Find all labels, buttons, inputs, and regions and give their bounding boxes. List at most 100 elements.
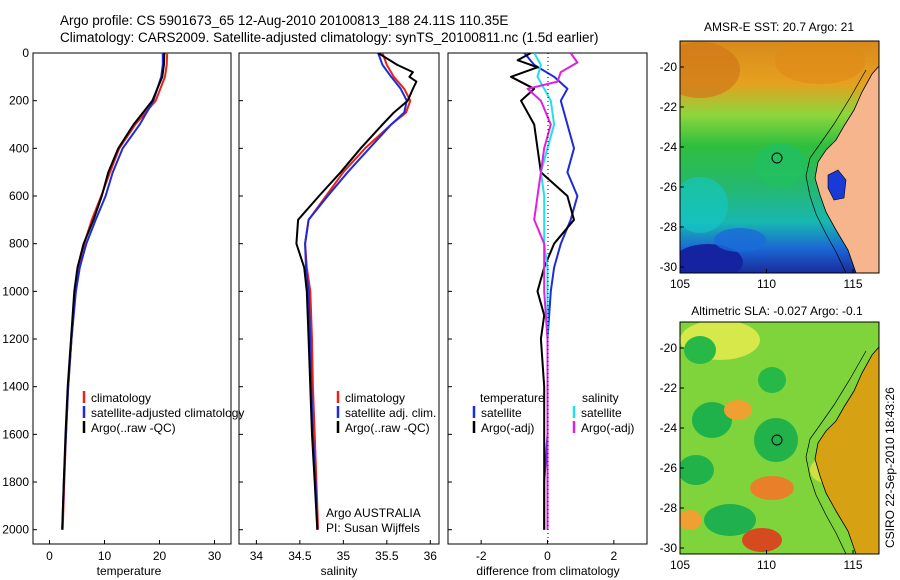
sla-map-title: Altimetric SLA: -0.027 Argo: -0.1 — [691, 304, 863, 318]
y-tick-label: 600 — [9, 189, 29, 203]
header-line1: Argo profile: CS 5901673_65 12-Aug-2010 … — [60, 13, 508, 28]
legend-title-salinity: salinity — [582, 391, 619, 405]
series-line-temperature-argo — [510, 53, 575, 530]
sst-cold-patch — [680, 244, 743, 273]
difference-xlabel: difference from climatology — [476, 564, 619, 578]
series-line-argo — [61, 53, 166, 530]
sla-low-patch — [692, 402, 732, 438]
difference-x-axis: -2 0 2 — [476, 540, 617, 563]
sst-warm-patch — [775, 41, 865, 84]
map-y-tick-label: -30 — [660, 541, 678, 555]
x-tick-label: 35 — [337, 549, 351, 563]
series-line-argo — [295, 53, 418, 530]
sst-map-frame — [679, 40, 880, 274]
sla-high-patch — [680, 510, 702, 530]
map-x-tick-label: 110 — [757, 277, 776, 291]
x-tick-label: 30 — [208, 549, 222, 563]
sla-map — [680, 322, 879, 554]
sla-land — [814, 346, 879, 554]
y-tick-label: 1600 — [2, 427, 29, 441]
legend-label-temp-argo: Argo(-adj) — [481, 421, 534, 435]
float-position-marker — [771, 434, 783, 446]
pi-label: PI: Susan Wijffels — [326, 521, 420, 535]
map-x-tick-label: 105 — [670, 558, 690, 572]
map-y-tick-label: -22 — [660, 381, 678, 395]
x-tick-label: 34.5 — [288, 549, 312, 563]
sla-map-frame — [679, 321, 880, 555]
map-x-tick-label: 115 — [843, 558, 862, 572]
y-tick-label: 800 — [9, 237, 29, 251]
temperature-legend: climatology satellite-adjusted climatolo… — [82, 391, 244, 435]
difference-legend: temperature satellite Argo(-adj) salinit… — [472, 391, 634, 435]
sst-map-axes: 105 110 115 -20 -22 -24 -26 -28 -30 — [660, 60, 863, 291]
y-tick-label: 2000 — [2, 523, 29, 537]
y-tick-label: 400 — [9, 141, 29, 155]
argo-australia-label: Argo AUSTRALIA — [326, 506, 421, 520]
x-tick-label: 20 — [153, 549, 167, 563]
footer-timestamp: CSIRO 22-Sep-2010 18:43:26 — [883, 387, 897, 548]
sla-low-patch — [754, 418, 798, 462]
sst-cool-patch — [754, 143, 806, 187]
y-tick-label: 1200 — [2, 332, 29, 346]
legend-label-climatology: climatology — [345, 391, 405, 405]
legend-label-temp-satellite: satellite — [481, 406, 522, 420]
sla-low-patch — [684, 336, 716, 364]
salinity-plot — [295, 53, 418, 530]
sla-low-patch — [680, 455, 714, 485]
sst-island — [827, 169, 847, 201]
y-tick-label: 200 — [9, 94, 29, 108]
sla-high-patch — [724, 400, 752, 420]
y-tick-label: 1000 — [2, 284, 29, 298]
legend-title-temperature: temperature — [480, 391, 545, 405]
map-y-tick-label: -24 — [660, 140, 678, 154]
depth-axis: 0 200 400 600 800 1000 1200 1400 1600 1800 2000 — [2, 46, 452, 537]
sla-high-patch — [742, 528, 782, 552]
temperature-plot — [61, 53, 169, 530]
sla-bathymetry-contour — [805, 350, 867, 554]
sst-cold-patch — [714, 228, 766, 252]
legend-label-argo: Argo(..raw -QC) — [345, 421, 430, 435]
x-tick-label: 2 — [610, 549, 617, 563]
series-line-salinity-argo — [526, 53, 579, 530]
legend-label-argo: Argo(..raw -QC) — [91, 421, 176, 435]
map-x-tick-label: 115 — [843, 277, 862, 291]
x-tick-label: 36 — [424, 549, 438, 563]
map-y-tick-label: -28 — [660, 501, 678, 515]
map-y-tick-label: -30 — [660, 260, 678, 274]
x-tick-label: 34 — [250, 549, 264, 563]
sla-low-patch — [758, 367, 786, 393]
temperature-xlabel: temperature — [97, 564, 162, 578]
sst-land — [814, 65, 879, 273]
map-y-tick-label: -26 — [660, 461, 678, 475]
sla-map-axes: 105 110 115 -20 -22 -24 -26 -28 -30 — [660, 341, 863, 572]
map-y-tick-label: -24 — [660, 421, 678, 435]
sst-warm-patch — [680, 42, 740, 98]
header-line2: Climatology: CARS2009. Satellite-adjuste… — [60, 30, 599, 45]
salinity-xlabel: salinity — [321, 564, 358, 578]
legend-label-climatology: climatology — [91, 391, 151, 405]
y-tick-label: 0 — [22, 46, 29, 60]
map-x-tick-label: 110 — [757, 558, 776, 572]
map-y-tick-label: -22 — [660, 100, 678, 114]
y-tick-label: 1400 — [2, 380, 29, 394]
x-tick-label: -2 — [476, 549, 487, 563]
sst-map — [680, 41, 879, 273]
series-line-climatology — [304, 53, 412, 530]
map-x-tick-label: 105 — [670, 277, 690, 291]
x-tick-label: 0 — [544, 549, 551, 563]
x-tick-label: 10 — [98, 549, 112, 563]
sst-map-title: AMSR-E SST: 20.7 Argo: 21 — [704, 20, 854, 34]
x-tick-label: 0 — [46, 549, 53, 563]
sla-low-patch — [704, 504, 756, 536]
salinity-panel — [238, 52, 440, 545]
float-position-marker — [771, 152, 783, 164]
y-tick-label: 1800 — [2, 475, 29, 489]
difference-plot — [510, 53, 579, 530]
legend-label-satellite: satellite-adjusted climatology — [91, 406, 244, 420]
map-y-tick-label: -20 — [660, 60, 678, 74]
legend-label-satellite: satellite adj. clim. — [345, 406, 436, 420]
legend-label-sal-satellite: satellite — [581, 406, 622, 420]
sla-high-patch — [750, 476, 794, 500]
map-y-tick-label: -20 — [660, 341, 678, 355]
